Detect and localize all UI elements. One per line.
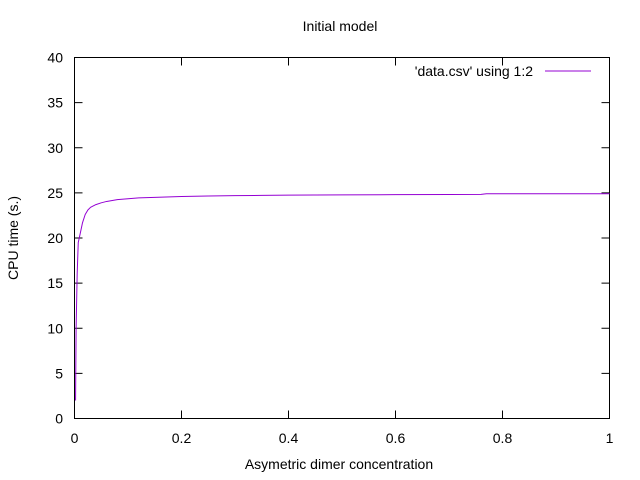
legend: 'data.csv' using 1:2 [415,63,591,79]
y-axis-title: CPU time (s.) [5,196,21,280]
y-tick-label: 0 [55,411,63,427]
x-tick-label: 0.4 [279,430,299,446]
y-tick-label: 20 [47,230,63,246]
chart-title: Initial model [303,18,378,34]
x-axis-title: Asymetric dimer concentration [245,456,433,472]
x-tick-label: 0.8 [493,430,513,446]
y-tick-label: 35 [47,95,63,111]
y-tick-label: 10 [47,320,63,336]
x-tick-label: 0.2 [172,430,192,446]
series-group [75,193,610,401]
y-axis: 0 5 10 15 20 25 30 35 40 [47,50,610,427]
series-line [75,193,610,401]
x-tick-label: 0.6 [386,430,406,446]
y-tick-label: 40 [47,50,63,66]
y-tick-label: 5 [55,365,63,381]
y-tick-label: 15 [47,275,63,291]
y-tick-label: 25 [47,185,63,201]
x-tick-label: 1 [606,430,614,446]
y-tick-label: 30 [47,140,63,156]
legend-label: 'data.csv' using 1:2 [415,63,533,79]
x-tick-label: 0 [71,430,79,446]
x-axis: 0 0.2 0.4 0.6 0.8 1 [71,57,614,446]
plot-frame [74,57,610,419]
